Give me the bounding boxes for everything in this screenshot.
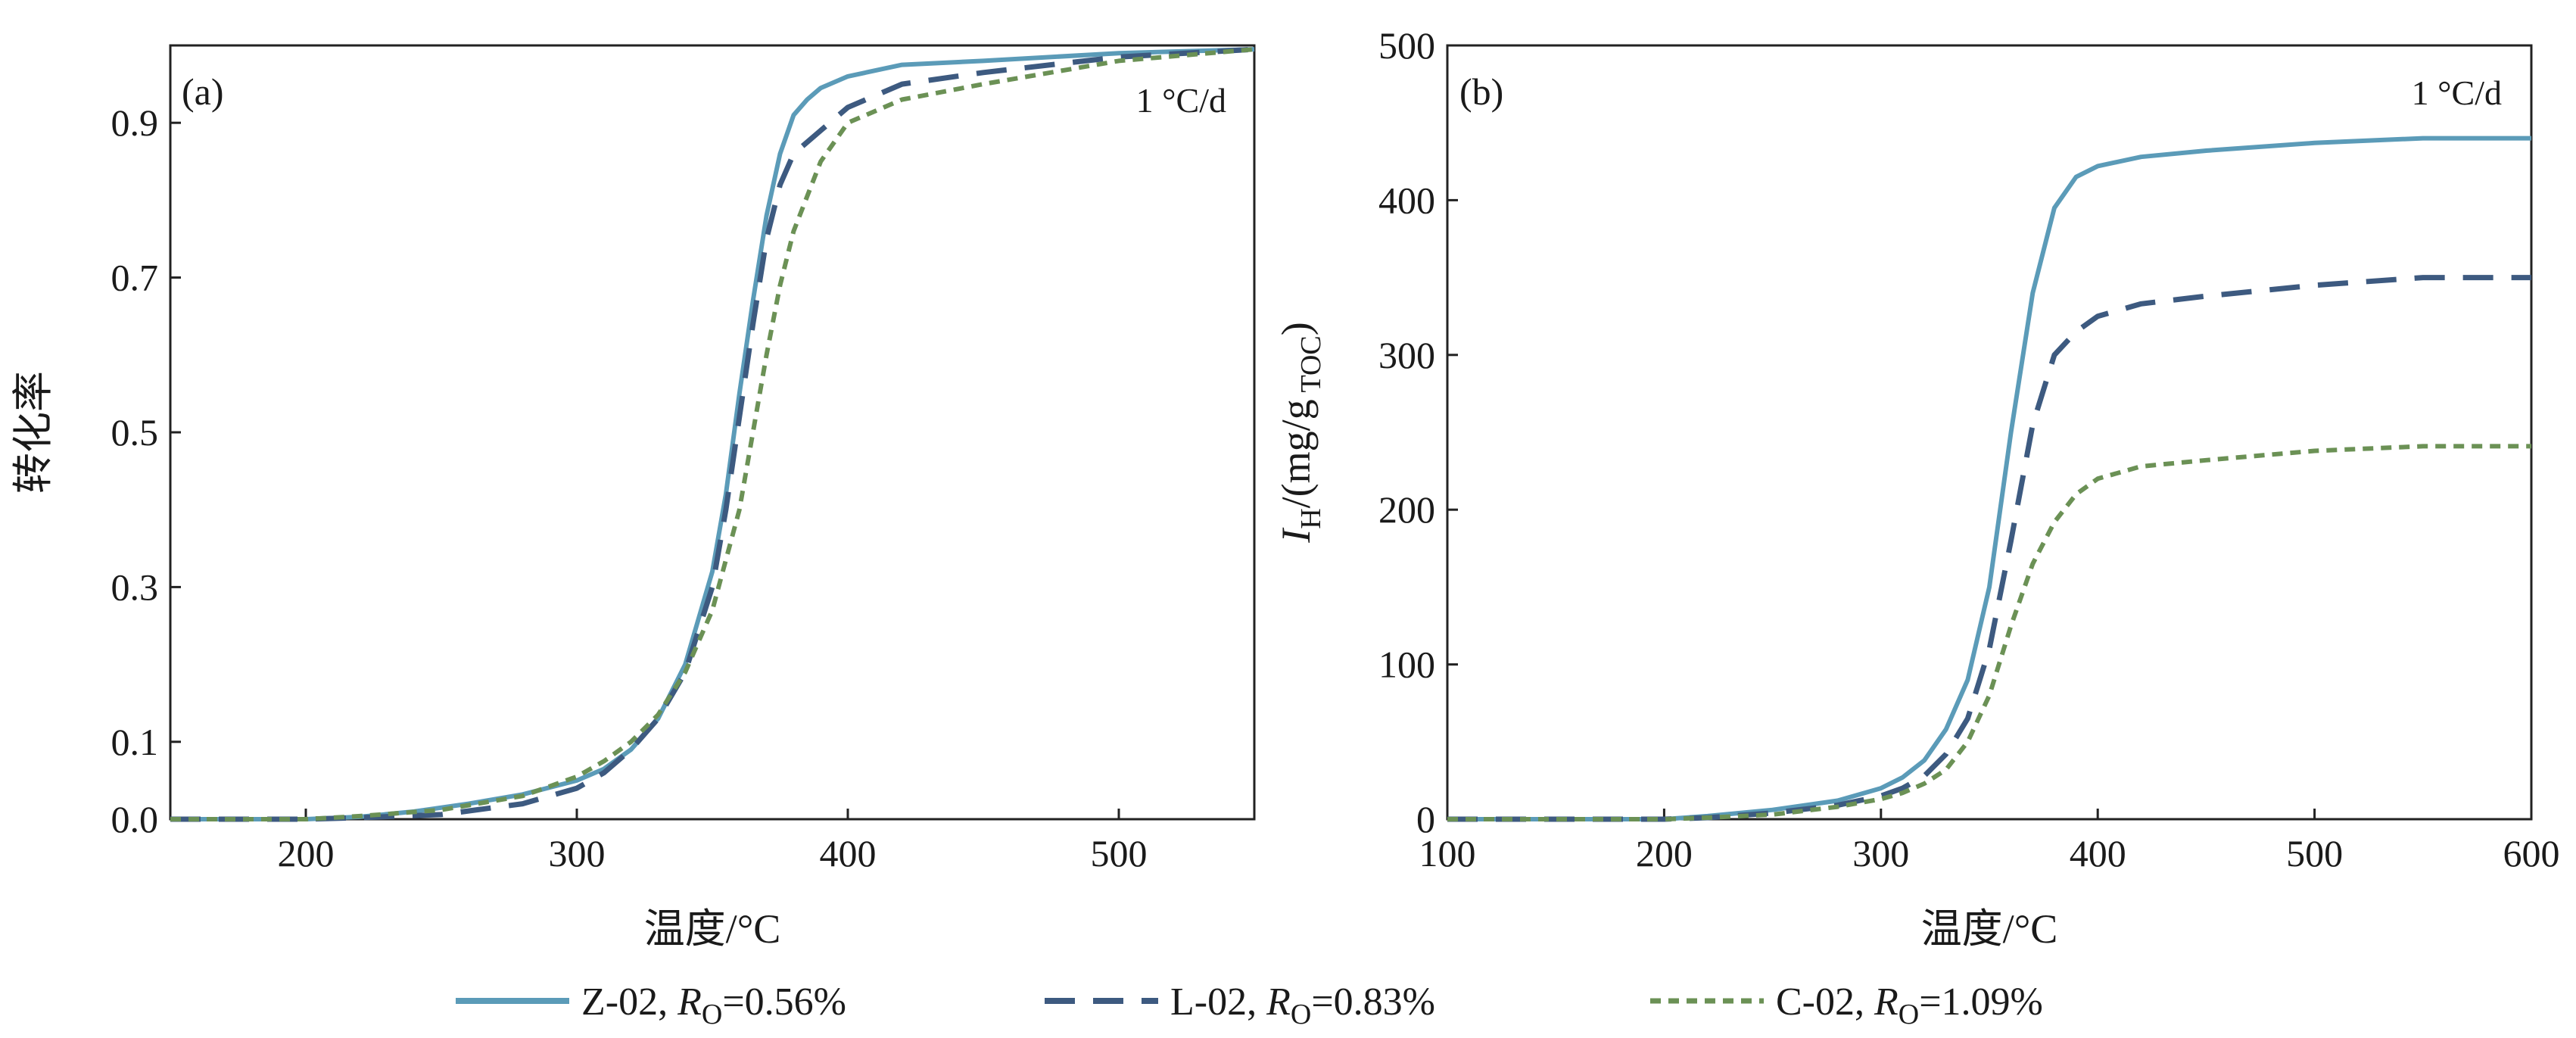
panel-b-y-tick-label: 400 (1378, 179, 1435, 221)
panel-a-x-tick-label: 200 (278, 832, 335, 874)
panel-b-series (1447, 136, 2531, 822)
panel-a-y-tick-label: 0.1 (111, 721, 159, 763)
panel-b-series-l02 (1447, 275, 2531, 822)
legend-label-z02: Z-02, RO=0.56% (581, 980, 846, 1030)
legend-item-z02: Z-02, RO=0.56% (456, 980, 846, 1030)
panel-a-x-tick-label: 400 (820, 832, 877, 874)
panel-a-ticks: 200 300 400 500 0.0 0.1 0.3 0.5 0.7 0.9 (111, 101, 1148, 874)
panel-b-x-tick-label: 200 (1636, 832, 1693, 874)
panel-b-rate-annotation: 1 °C/d (2412, 73, 2502, 112)
panel-a-conversion-chart: 200 300 400 500 0.0 0.1 0.3 0.5 0.7 0.9 (a) 1 °C/… (11, 44, 1256, 952)
panel-b-series-z02 (1447, 136, 2531, 821)
panel-a-x-tick-label: 300 (549, 832, 606, 874)
panel-b-label: (b) (1459, 70, 1503, 113)
panel-a-x-tick-label: 500 (1091, 832, 1148, 874)
legend-item-c02: C-02, RO=1.09% (1650, 980, 2043, 1030)
legend-label-c02: C-02, RO=1.09% (1776, 980, 2043, 1030)
panel-a-series-z02 (170, 47, 1255, 821)
panel-b-x-tick-label: 500 (2286, 832, 2343, 874)
panel-a-label: (a) (182, 70, 224, 113)
panel-a-y-tick-label: 0.9 (111, 101, 159, 144)
panel-a-rate-annotation: 1 °C/d (1136, 81, 1226, 120)
panel-b-y-tick-label: 0 (1416, 798, 1435, 840)
panel-b-x-tick-label: 400 (2070, 832, 2126, 874)
panel-b-y-tick-label: 100 (1378, 644, 1435, 686)
legend: Z-02, RO=0.56% L-02, RO=0.83% C-02, RO=1… (456, 980, 2043, 1030)
panel-b-x-tick-label: 300 (1852, 832, 1909, 874)
panel-b-series-c02 (1447, 444, 2531, 821)
panel-a-y-tick-label: 0.5 (111, 411, 159, 454)
panel-a-plot-frame (169, 44, 1256, 821)
panel-b-x-axis-title: 温度/°C (1921, 906, 2058, 952)
panel-b-y-tick-label: 500 (1378, 24, 1435, 67)
panel-a-x-axis-title: 温度/°C (644, 906, 781, 952)
panel-b-x-tick-label: 100 (1419, 832, 1476, 874)
legend-label-l02: L-02, RO=0.83% (1170, 980, 1435, 1030)
panel-a-y-axis-title: 转化率 (11, 371, 56, 494)
panel-b-y-axis-title: IH/(mg/g TOC) (1273, 322, 1327, 544)
legend-item-l02: L-02, RO=0.83% (1045, 980, 1435, 1030)
panel-b-y-tick-label: 200 (1378, 488, 1435, 531)
panel-a-y-tick-label: 0.0 (111, 798, 159, 840)
panel-a-y-tick-label: 0.3 (111, 566, 159, 608)
panel-a-series-l02 (170, 46, 1255, 822)
panel-b-x-tick-label: 600 (2503, 832, 2560, 874)
panel-b-plot-frame (1446, 44, 2533, 821)
panel-a-y-tick-label: 0.7 (111, 257, 159, 299)
panel-a-series (170, 46, 1255, 822)
panel-b-y-tick-label: 300 (1378, 334, 1435, 376)
panel-a-series-c02 (170, 47, 1255, 821)
